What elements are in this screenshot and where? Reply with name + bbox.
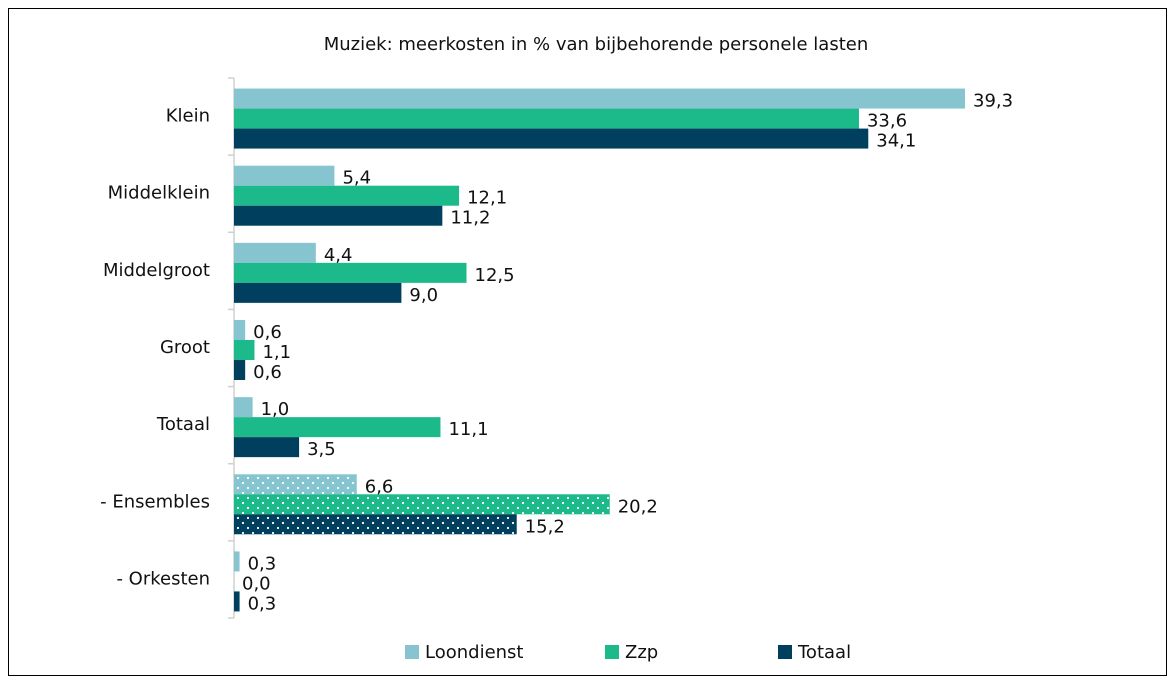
bar-pattern	[234, 514, 517, 535]
y-tick-label: Groot	[160, 337, 210, 358]
value-label: 11,1	[448, 419, 488, 440]
bar-pattern	[234, 474, 357, 495]
value-label: 0,6	[253, 322, 282, 343]
value-label: 1,1	[262, 342, 291, 363]
bar	[234, 262, 467, 283]
y-tick-label: Middelgroot	[103, 260, 210, 281]
bar	[234, 397, 253, 418]
value-label: 33,6	[867, 111, 907, 132]
y-tick-label: Middelklein	[108, 183, 210, 204]
bar	[234, 360, 246, 380]
value-label: 20,2	[618, 496, 658, 517]
value-label: 0,3	[248, 553, 277, 574]
legend-label: Loondienst	[425, 642, 524, 663]
bar	[234, 282, 402, 303]
bar	[234, 165, 335, 186]
legend-swatch	[405, 645, 419, 659]
value-label: 39,3	[973, 91, 1013, 112]
y-tick-label: - Ensembles	[100, 491, 210, 512]
y-tick-label: - Orkesten	[116, 568, 210, 589]
value-label: 9,0	[409, 285, 438, 306]
y-tick-label: Klein	[166, 106, 210, 127]
value-label: 15,2	[525, 516, 565, 537]
bar	[234, 108, 859, 129]
bar	[234, 437, 300, 458]
value-label: 1,0	[261, 399, 290, 420]
bar	[234, 205, 443, 226]
bar	[234, 88, 965, 109]
bar-pattern	[234, 494, 610, 515]
value-label: 12,5	[475, 265, 515, 286]
value-label: 0,6	[253, 362, 282, 383]
value-label: 34,1	[876, 131, 916, 152]
bar	[234, 242, 316, 263]
bar	[234, 128, 869, 149]
value-label: 0,3	[248, 593, 277, 614]
legend-label: Zzp	[625, 642, 658, 663]
bar	[234, 417, 441, 438]
legend-swatch	[778, 645, 792, 659]
bar	[234, 320, 246, 340]
value-label: 12,1	[467, 188, 507, 209]
value-label: 5,4	[342, 168, 371, 189]
value-label: 3,5	[307, 439, 336, 460]
value-label: 4,4	[324, 245, 353, 266]
value-label: 11,2	[450, 208, 490, 229]
value-label: 0,0	[242, 573, 271, 594]
legend-swatch	[605, 645, 619, 659]
bar	[234, 340, 255, 360]
legend-label: Totaal	[797, 642, 851, 663]
bar	[234, 551, 240, 572]
bar	[234, 185, 460, 206]
chart-title: Muziek: meerkosten in % van bijbehorende…	[324, 34, 869, 55]
y-tick-label: Totaal	[156, 414, 210, 435]
bar	[234, 591, 240, 612]
value-label: 6,6	[365, 476, 394, 497]
